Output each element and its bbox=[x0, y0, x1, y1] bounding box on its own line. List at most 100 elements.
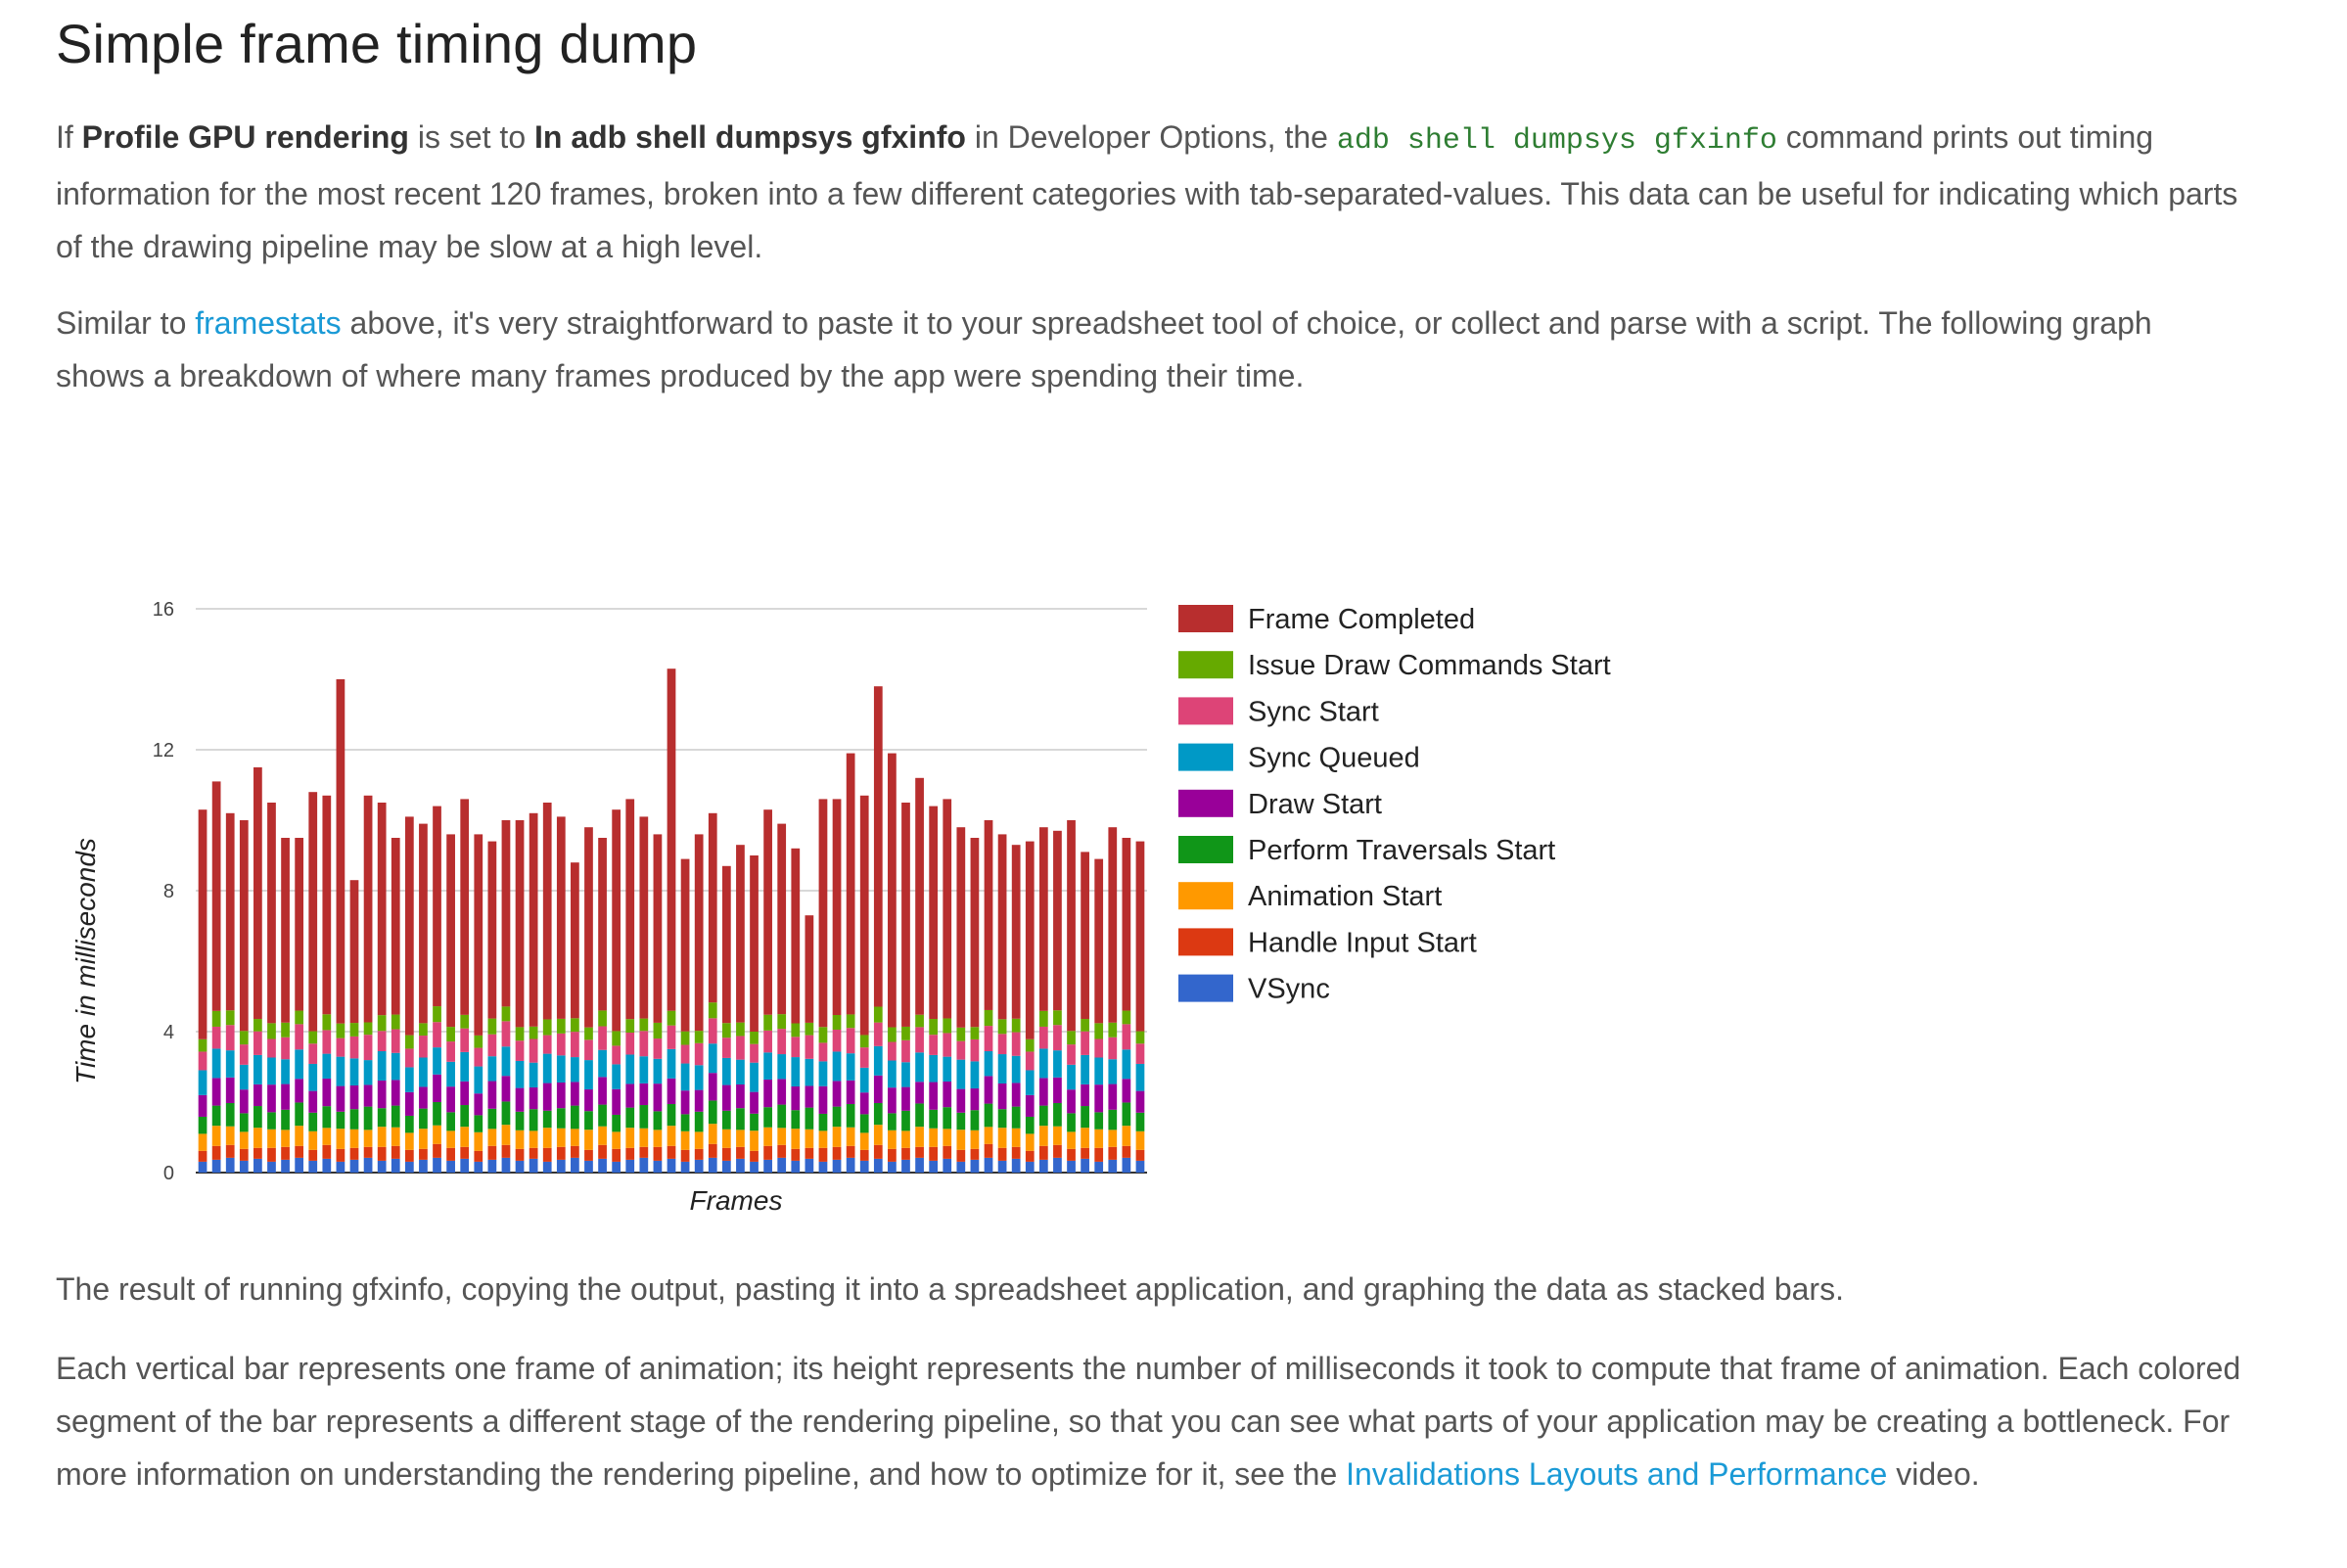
bar-segment-vsync bbox=[1108, 1159, 1118, 1173]
bar-segment-issue-draw-commands-start bbox=[1053, 1010, 1062, 1026]
legend-label: Handle Input Start bbox=[1248, 927, 1477, 958]
bar-segment-sync-start bbox=[1067, 1044, 1076, 1065]
bar-segment-handle-input-start bbox=[901, 1147, 910, 1160]
chart-bars bbox=[198, 669, 1145, 1173]
frame-bar bbox=[1108, 827, 1118, 1173]
bar-segment-perform-traversals-start bbox=[750, 1113, 759, 1131]
bar-segment-sync-queued bbox=[295, 1049, 304, 1080]
bar-segment-issue-draw-commands-start bbox=[750, 1032, 759, 1044]
bar-segment-sync-queued bbox=[888, 1060, 897, 1088]
frame-bar bbox=[295, 838, 304, 1173]
bar-segment-sync-queued bbox=[598, 1049, 607, 1078]
frame-bar bbox=[721, 865, 731, 1173]
bar-segment-draw-start bbox=[763, 1079, 772, 1108]
bar-segment-animation-start bbox=[888, 1130, 897, 1149]
bar-segment-frame-completed bbox=[625, 799, 635, 1020]
intro-paragraph: If Profile GPU rendering is set to In ad… bbox=[56, 111, 2248, 273]
bar-segment-draw-start bbox=[956, 1088, 966, 1113]
bar-segment-vsync bbox=[308, 1160, 318, 1173]
bar-segment-sync-queued bbox=[308, 1063, 318, 1091]
framestats-paragraph: Similar to framestats above, it's very s… bbox=[56, 297, 2248, 402]
bar-segment-sync-start bbox=[487, 1034, 497, 1057]
bar-segment-frame-completed bbox=[750, 855, 759, 1032]
bar-segment-issue-draw-commands-start bbox=[225, 1010, 235, 1026]
frame-bar bbox=[653, 834, 663, 1173]
invalidations-video-link[interactable]: Invalidations Layouts and Performance bbox=[1346, 1456, 1888, 1492]
bar-segment-sync-queued bbox=[943, 1056, 952, 1082]
bar-segment-perform-traversals-start bbox=[377, 1108, 387, 1128]
bar-segment-animation-start bbox=[1011, 1128, 1021, 1147]
bar-segment-animation-start bbox=[515, 1130, 525, 1149]
framestats-link[interactable]: framestats bbox=[195, 305, 342, 341]
bar-segment-animation-start bbox=[295, 1126, 304, 1146]
bar-segment-animation-start bbox=[736, 1130, 745, 1147]
bar-segment-perform-traversals-start bbox=[515, 1111, 525, 1130]
frame-bar bbox=[1038, 827, 1048, 1173]
bar-segment-sync-start bbox=[1135, 1043, 1145, 1064]
bar-segment-animation-start bbox=[929, 1128, 939, 1147]
frame-bar bbox=[446, 834, 455, 1173]
text-run: video. bbox=[1887, 1456, 1980, 1492]
bar-segment-animation-start bbox=[377, 1127, 387, 1147]
bar-segment-vsync bbox=[322, 1158, 332, 1173]
bar-segment-draw-start bbox=[667, 1078, 676, 1105]
frame-bar bbox=[929, 806, 939, 1173]
bar-segment-frame-completed bbox=[1108, 827, 1118, 1023]
bar-segment-handle-input-start bbox=[680, 1149, 690, 1162]
bar-segment-animation-start bbox=[777, 1128, 787, 1145]
bar-segment-vsync bbox=[653, 1160, 663, 1173]
bar-segment-sync-queued bbox=[404, 1067, 414, 1092]
bar-segment-handle-input-start bbox=[859, 1149, 869, 1161]
bar-segment-sync-queued bbox=[419, 1057, 428, 1087]
bar-segment-vsync bbox=[667, 1158, 676, 1173]
bar-segment-draw-start bbox=[281, 1084, 290, 1110]
bar-segment-sync-start bbox=[777, 1029, 787, 1055]
bar-segment-issue-draw-commands-start bbox=[694, 1031, 704, 1043]
bar-segment-vsync bbox=[625, 1159, 635, 1173]
bar-segment-draw-start bbox=[225, 1077, 235, 1104]
y-axis-title: Time in milliseconds bbox=[70, 838, 101, 1084]
bar-segment-frame-completed bbox=[929, 806, 939, 1020]
bar-segment-sync-start bbox=[556, 1033, 566, 1056]
bar-segment-handle-input-start bbox=[460, 1146, 470, 1159]
bar-segment-vsync bbox=[474, 1161, 483, 1173]
bar-segment-sync-start bbox=[915, 1027, 924, 1053]
bar-segment-vsync bbox=[529, 1158, 538, 1173]
bar-segment-issue-draw-commands-start bbox=[805, 1022, 814, 1036]
frame-bar bbox=[639, 816, 649, 1173]
bar-segment-handle-input-start bbox=[694, 1148, 704, 1160]
bar-segment-vsync bbox=[721, 1160, 731, 1173]
frame-bar bbox=[501, 820, 511, 1173]
bar-segment-perform-traversals-start bbox=[225, 1103, 235, 1127]
chart-y-ticks: 0 4 8 12 16 bbox=[153, 599, 174, 1184]
bar-segment-sync-queued bbox=[612, 1064, 621, 1089]
frame-bar bbox=[529, 812, 538, 1173]
bar-segment-issue-draw-commands-start bbox=[846, 1014, 855, 1029]
x-axis-title: Frames bbox=[690, 1185, 783, 1216]
frame-bar bbox=[1094, 858, 1104, 1173]
bar-segment-sync-queued bbox=[281, 1059, 290, 1084]
inline-code-command: adb shell dumpsys gfxinfo bbox=[1336, 124, 1777, 158]
bar-segment-animation-start bbox=[349, 1129, 359, 1148]
bar-segment-draw-start bbox=[736, 1084, 745, 1109]
bar-segment-vsync bbox=[281, 1159, 290, 1173]
bar-segment-animation-start bbox=[571, 1129, 579, 1146]
bar-segment-perform-traversals-start bbox=[446, 1112, 455, 1131]
bar-segment-issue-draw-commands-start bbox=[1067, 1031, 1076, 1045]
bar-segment-perform-traversals-start bbox=[791, 1110, 801, 1130]
bar-segment-handle-input-start bbox=[763, 1145, 772, 1160]
bar-segment-sync-queued bbox=[901, 1062, 910, 1087]
bar-segment-draw-start bbox=[308, 1090, 318, 1113]
page-title: Simple frame timing dump bbox=[56, 13, 698, 74]
chart-legend: Frame Completed Issue Draw Commands Start… bbox=[1178, 604, 1611, 1005]
bar-segment-sync-queued bbox=[667, 1048, 676, 1079]
bar-segment-sync-start bbox=[1122, 1024, 1131, 1050]
frame-bar bbox=[901, 803, 910, 1173]
bar-segment-issue-draw-commands-start bbox=[446, 1027, 455, 1042]
legend-swatch bbox=[1178, 836, 1233, 863]
bar-segment-animation-start bbox=[694, 1131, 704, 1149]
bar-segment-draw-start bbox=[474, 1093, 483, 1116]
bar-segment-sync-queued bbox=[777, 1054, 787, 1080]
frame-bar bbox=[198, 809, 207, 1173]
bar-segment-frame-completed bbox=[598, 838, 607, 1011]
